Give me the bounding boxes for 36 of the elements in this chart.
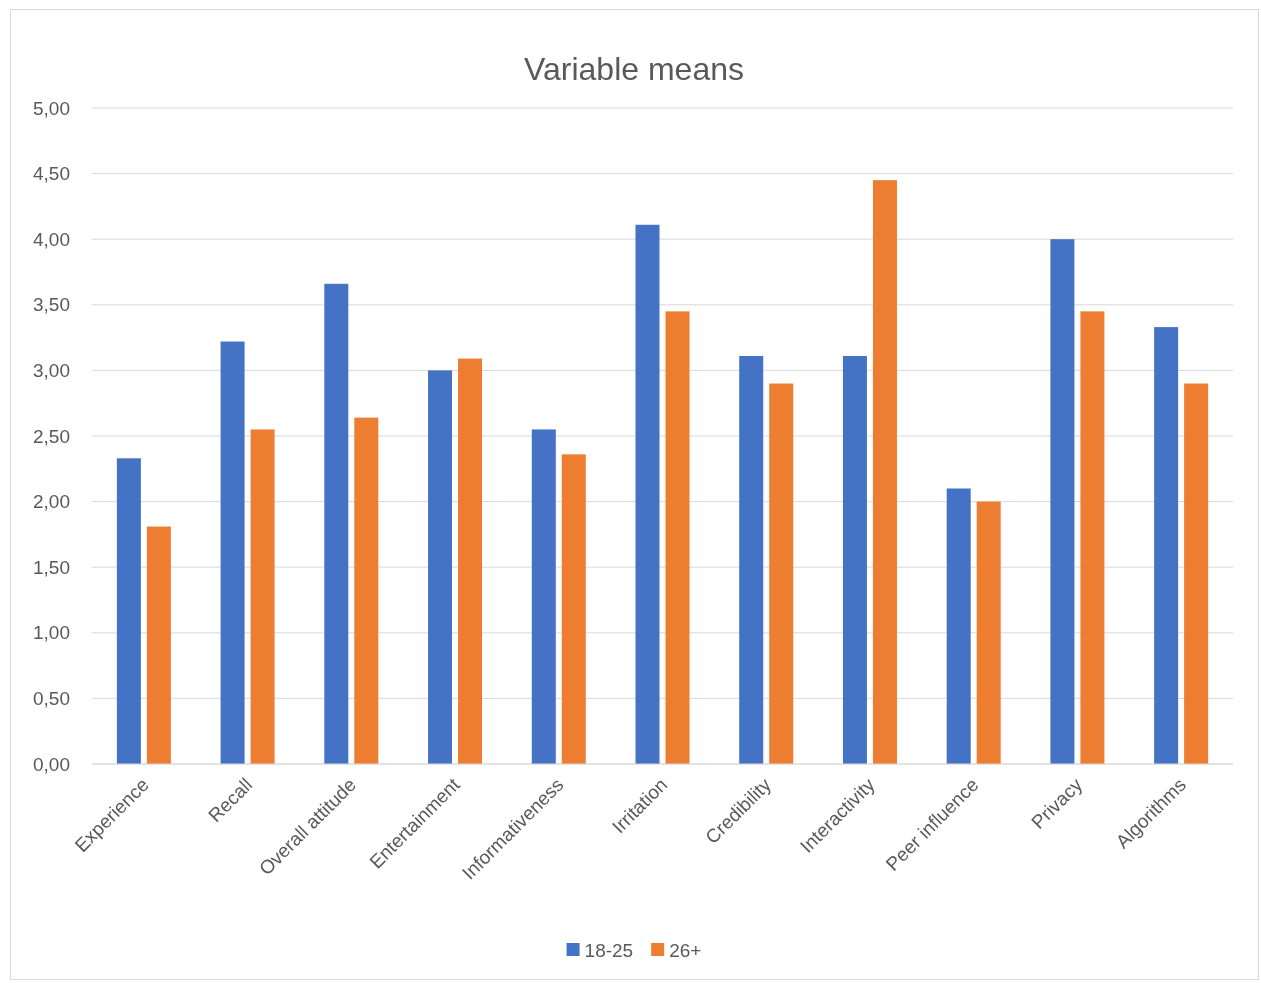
bar [842,355,867,764]
y-tick-label: 2,50 [33,425,70,447]
bar [354,417,379,764]
y-tick-label: 0,50 [33,687,70,709]
bar [220,341,245,764]
bar [946,488,971,764]
bar [1154,327,1179,764]
legend-label: 18-25 [584,940,634,961]
y-tick-label: 4,00 [33,228,70,250]
bar [250,429,275,764]
bar [458,358,483,764]
chart-title: Variable means [524,51,744,87]
bar [561,454,586,764]
bar [1184,383,1209,764]
bar [635,224,660,764]
y-tick-label: 3,50 [33,294,70,316]
y-tick-label: 1,00 [33,622,70,644]
y-tick-label: 2,00 [33,491,70,513]
y-tick-label: 0,00 [33,753,70,775]
y-tick-label: 5,00 [33,97,70,119]
bar [428,370,453,764]
bar [872,180,897,764]
bar [769,383,794,764]
bar [1050,239,1075,764]
bar [531,429,556,764]
y-tick-label: 3,00 [33,359,70,381]
bar [116,458,141,764]
y-tick-label: 4,50 [33,163,70,185]
bar [324,283,349,764]
bar [665,311,690,764]
bar [1080,311,1105,764]
y-tick-label: 1,50 [33,556,70,578]
bar [739,355,764,764]
legend-label: 26+ [669,940,702,961]
bar [146,526,171,764]
bar [976,501,1001,764]
